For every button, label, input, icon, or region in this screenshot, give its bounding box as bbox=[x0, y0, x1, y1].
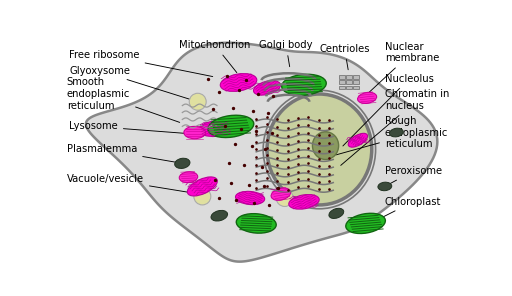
Text: Chromatin in
nucleus: Chromatin in nucleus bbox=[341, 89, 449, 165]
Ellipse shape bbox=[348, 133, 368, 147]
Text: Plasmalemma: Plasmalemma bbox=[67, 144, 180, 163]
Ellipse shape bbox=[282, 74, 326, 95]
FancyBboxPatch shape bbox=[353, 75, 358, 79]
Text: Centrioles: Centrioles bbox=[319, 44, 370, 70]
FancyBboxPatch shape bbox=[339, 75, 345, 79]
Ellipse shape bbox=[271, 188, 291, 200]
Ellipse shape bbox=[208, 115, 254, 138]
Text: Free ribosome: Free ribosome bbox=[69, 50, 212, 77]
Text: Smooth
endoplasmic
reticulum: Smooth endoplasmic reticulum bbox=[67, 78, 180, 122]
FancyBboxPatch shape bbox=[346, 86, 352, 89]
Ellipse shape bbox=[211, 210, 227, 221]
Ellipse shape bbox=[236, 191, 265, 205]
Text: Rough
endoplasmic
reticulum: Rough endoplasmic reticulum bbox=[336, 116, 448, 155]
Ellipse shape bbox=[194, 188, 211, 205]
Ellipse shape bbox=[276, 189, 293, 206]
FancyBboxPatch shape bbox=[339, 80, 345, 84]
Ellipse shape bbox=[175, 158, 190, 168]
Ellipse shape bbox=[199, 121, 232, 136]
Text: Peroxisome: Peroxisome bbox=[385, 166, 442, 185]
FancyBboxPatch shape bbox=[346, 80, 352, 84]
Ellipse shape bbox=[346, 213, 386, 234]
Text: Mitochondrion: Mitochondrion bbox=[179, 40, 250, 73]
Text: Vacuole/vesicle: Vacuole/vesicle bbox=[67, 174, 197, 194]
Ellipse shape bbox=[220, 73, 257, 91]
Ellipse shape bbox=[390, 128, 403, 137]
Ellipse shape bbox=[289, 194, 319, 209]
Polygon shape bbox=[86, 43, 437, 262]
Ellipse shape bbox=[179, 172, 198, 183]
Ellipse shape bbox=[189, 93, 206, 110]
FancyBboxPatch shape bbox=[339, 86, 345, 89]
FancyBboxPatch shape bbox=[346, 75, 352, 79]
Ellipse shape bbox=[267, 94, 372, 205]
Ellipse shape bbox=[187, 177, 217, 196]
Ellipse shape bbox=[236, 214, 276, 233]
Text: Lysosome: Lysosome bbox=[69, 121, 192, 134]
Ellipse shape bbox=[329, 208, 344, 218]
Ellipse shape bbox=[312, 132, 338, 160]
Ellipse shape bbox=[357, 92, 377, 104]
Ellipse shape bbox=[378, 182, 392, 191]
Ellipse shape bbox=[253, 81, 281, 95]
Text: Nucleolus: Nucleolus bbox=[343, 74, 434, 146]
FancyBboxPatch shape bbox=[353, 80, 358, 84]
FancyBboxPatch shape bbox=[353, 86, 358, 89]
Text: Golgi body: Golgi body bbox=[259, 40, 313, 67]
Text: Chloroplast: Chloroplast bbox=[376, 197, 441, 221]
Ellipse shape bbox=[184, 126, 205, 139]
Text: Glyoxysome: Glyoxysome bbox=[69, 66, 195, 101]
Text: Nuclear
membrane: Nuclear membrane bbox=[368, 42, 439, 94]
